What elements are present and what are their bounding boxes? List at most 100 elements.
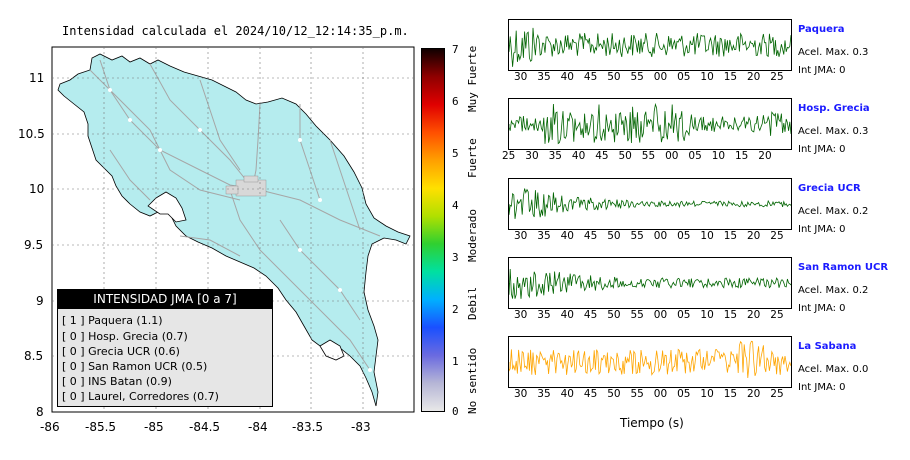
class-label-moderado: Moderado [466, 209, 479, 262]
station-name: Hosp. Grecia [798, 103, 870, 114]
trace-tick: 25 [770, 388, 784, 400]
x-tick: -86 [40, 420, 60, 434]
jma-intensity: Int JMA: 0 [798, 224, 846, 235]
y-tick: 10 [29, 182, 45, 196]
trace-tick: 10 [700, 309, 714, 321]
trace-tick: 20 [747, 230, 761, 242]
trace-tick: 45 [583, 388, 598, 400]
trace-tick: 35 [537, 309, 551, 321]
y-tick: 9 [36, 294, 44, 308]
trace-tick: 15 [735, 150, 749, 162]
trace-tick: 10 [711, 150, 726, 162]
waveform-line [509, 102, 791, 145]
station-name: Grecia UCR [798, 183, 861, 194]
legend-row: [ 0 ] INS Batan (0.9) [62, 375, 172, 388]
intensity-legend: INTENSIDAD JMA [0 a 7] [ 1 ] Paquera (1.… [57, 289, 273, 407]
colorbar-tick: 1 [452, 355, 459, 368]
colorbar-tick: 5 [452, 147, 459, 160]
trace-tick: 25 [770, 71, 784, 83]
waveform-trace [508, 98, 792, 150]
trace-tick: 55 [630, 309, 644, 321]
trace-tick: 40 [560, 71, 574, 83]
trace-tick: 45 [583, 309, 598, 321]
road-network [89, 59, 381, 371]
trace-tick: 05 [677, 230, 691, 242]
trace-tick: 25 [770, 309, 784, 321]
trace-tick: 50 [607, 388, 621, 400]
legend-row: [ 0 ] Laurel, Corredores (0.7) [62, 390, 219, 403]
trace-tick: 10 [700, 71, 714, 83]
waveform-trace [508, 336, 792, 388]
legend-row: [ 0 ] Hosp. Grecia (0.7) [62, 330, 188, 343]
trace-tick: 55 [630, 230, 644, 242]
y-tick: 10.5 [18, 127, 45, 141]
trace-tick: 05 [677, 309, 691, 321]
max-acceleration: Acel. Max. 0.3 [798, 47, 869, 58]
trace-tick: 25 [502, 150, 516, 162]
class-label-no-sentido: No sentido [466, 347, 479, 414]
trace-tick: 20 [758, 150, 772, 162]
trace-tick: 45 [583, 71, 598, 83]
trace-tick: 55 [630, 71, 644, 83]
intensity-colorbar [421, 48, 445, 412]
trace-tick: 45 [583, 230, 598, 242]
trace-tick: 05 [688, 150, 702, 162]
class-label-fuerte: Fuerte [466, 138, 479, 178]
trace-tick: 55 [630, 388, 644, 400]
colorbar-tick: 2 [452, 303, 459, 316]
trace-tick: 25 [770, 230, 784, 242]
trace-tick: 15 [723, 388, 738, 400]
trace-tick: 35 [537, 230, 551, 242]
urban-area [225, 175, 267, 197]
station-name: La Sabana [798, 341, 857, 352]
trace-tick: 30 [514, 309, 528, 321]
trace-tick: 05 [677, 71, 691, 83]
x-tick: -84 [248, 420, 268, 434]
trace-tick: 55 [641, 150, 656, 162]
waveform-trace [508, 257, 792, 309]
colorbar-tick: 7 [452, 43, 459, 56]
waveform-trace [508, 19, 792, 71]
waveform-line [509, 340, 791, 379]
trace-tick: 15 [723, 230, 738, 242]
trace-tick: 00 [653, 230, 668, 242]
trace-tick: 30 [525, 150, 539, 162]
trace-tick: 15 [723, 71, 738, 83]
x-tick: -85 [144, 420, 164, 434]
waveform-line [509, 27, 791, 67]
x-tick: -83 [351, 420, 371, 434]
town-markers [108, 88, 372, 372]
x-tick: -85.5 [85, 420, 117, 434]
map-title: Intensidad calculada el 2024/10/12_12:14… [62, 24, 409, 38]
x-tick: -83.5 [292, 420, 324, 434]
trace-tick: 40 [571, 150, 586, 162]
trace-tick: 20 [747, 309, 761, 321]
trace-tick: 30 [514, 71, 528, 83]
legend-title: INTENSIDAD JMA [0 a 7] [58, 290, 272, 309]
max-acceleration: Acel. Max. 0.2 [798, 285, 869, 296]
legend-row: [ 1 ] Paquera (1.1) [62, 314, 163, 327]
trace-tick: 00 [653, 309, 668, 321]
trace-tick: 20 [747, 71, 761, 83]
trace-tick: 00 [665, 150, 679, 162]
jma-intensity: Int JMA: 0 [798, 382, 846, 393]
trace-tick: 40 [560, 230, 574, 242]
trace-tick: 10 [700, 230, 714, 242]
colorbar-tick: 4 [452, 199, 459, 212]
max-acceleration: Acel. Max. 0.0 [798, 364, 869, 375]
max-acceleration: Acel. Max. 0.3 [798, 126, 869, 137]
gulf-of-nicoya [147, 191, 187, 223]
trace-tick: 35 [537, 71, 551, 83]
trace-tick: 35 [548, 150, 562, 162]
y-tick: 11 [29, 71, 45, 85]
jma-intensity: Int JMA: 0 [798, 65, 846, 76]
max-acceleration: Acel. Max. 0.2 [798, 206, 869, 217]
x-tick: -84.5 [189, 420, 221, 434]
trace-tick: 40 [560, 388, 574, 400]
colorbar-tick: 0 [452, 405, 459, 418]
jma-intensity: Int JMA: 0 [798, 144, 846, 155]
waveform-trace [508, 178, 792, 230]
trace-tick: 50 [607, 230, 621, 242]
trace-tick: 50 [607, 71, 621, 83]
legend-row: [ 0 ] San Ramon UCR (0.5) [62, 360, 208, 373]
